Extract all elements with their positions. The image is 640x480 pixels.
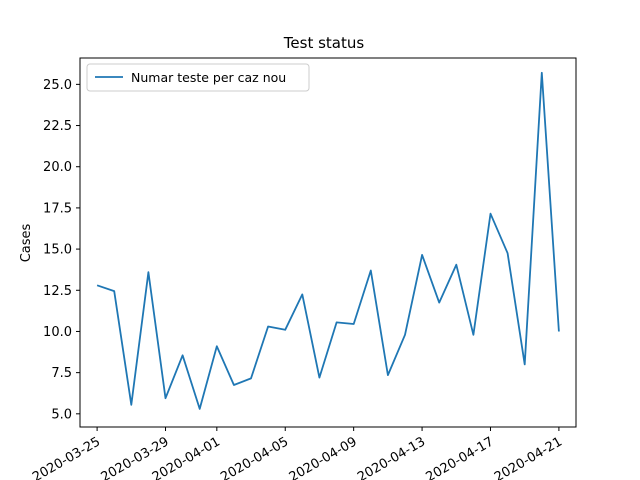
series-line-0 — [96, 71, 560, 410]
y-tick-label: 20.0 — [43, 160, 72, 175]
y-axis: 5.0 7.5 10.0 12.5 15.0 17.5 20.0 22.5 25.0 — [43, 78, 80, 422]
legend-box — [86, 63, 310, 92]
y-tick-label: 15.0 — [43, 243, 72, 258]
x-tick-label: 2020-04-13 — [355, 434, 428, 480]
chart-title: Test status — [283, 34, 365, 52]
y-tick-label: 5.0 — [51, 407, 72, 422]
x-tick-label: 2020-04-17 — [424, 434, 497, 480]
plot-frame — [79, 57, 577, 428]
x-tick-label: 2020-04-05 — [218, 434, 291, 480]
y-tick-label: 7.5 — [51, 366, 72, 381]
y-tick-label: 22.5 — [43, 119, 72, 134]
x-axis: 2020-03-252020-03-292020-04-012020-04-05… — [30, 427, 565, 480]
y-tick-label: 10.0 — [43, 325, 72, 340]
x-tick-label: 2020-04-21 — [492, 434, 565, 480]
legend-label: Numar teste per caz nou — [131, 70, 286, 85]
series-layer — [96, 71, 560, 410]
y-axis-label: Cases — [19, 223, 34, 262]
legend: Numar teste per caz nou — [86, 63, 310, 92]
y-tick-label: 17.5 — [43, 201, 72, 216]
y-tick-label: 12.5 — [43, 284, 72, 299]
x-tick-label: 2020-04-09 — [287, 434, 360, 480]
x-tick-label: 2020-03-25 — [30, 434, 103, 480]
y-tick-label: 25.0 — [43, 78, 72, 93]
